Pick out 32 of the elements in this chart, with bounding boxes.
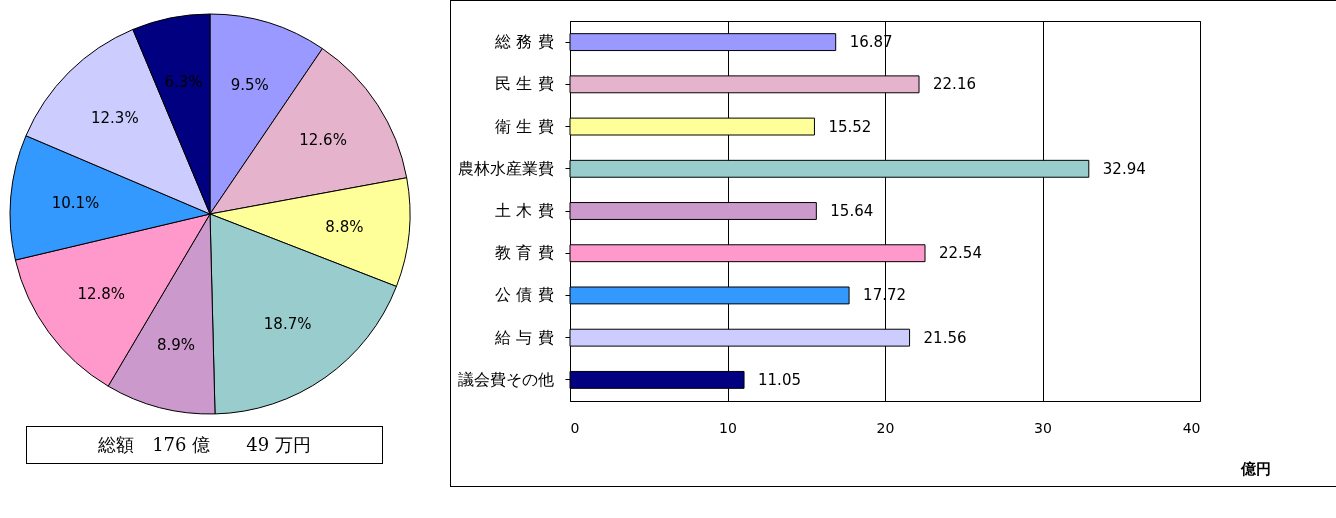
y-tick-label: 農林水産業費 — [457, 158, 554, 178]
x-tick-label: 30 — [1034, 419, 1052, 436]
text: 総額 176 億 49 万円 — [26, 426, 383, 464]
data-label: 32.94 — [1102, 159, 1146, 178]
data-label: 22.16 — [933, 75, 976, 94]
data-label: 15.64 — [830, 202, 874, 220]
x-tick-label: 10 — [719, 419, 737, 436]
y-tick-label: 公 債 費 — [495, 285, 554, 305]
y-tick-label: 総 務 費 — [494, 32, 554, 52]
data-label: 8.9% — [156, 335, 196, 354]
x-tick-label: 0 — [570, 419, 580, 436]
y-tick-label: 議会費その他 — [457, 369, 554, 389]
y-tick-label: 衛 生 費 — [495, 116, 554, 136]
data-label: 18.7% — [263, 315, 312, 334]
y-tick-label: 土 木 費 — [495, 201, 554, 220]
y-tick-label: 民 生 費 — [495, 74, 554, 94]
data-label: 21.56 — [923, 328, 967, 347]
data-label: 6.3% — [164, 72, 203, 91]
data-label: 11.05 — [758, 370, 801, 389]
y-tick-label: 教 育 費 — [495, 243, 554, 263]
data-label: 12.3% — [91, 109, 139, 128]
data-label: 15.52 — [828, 117, 872, 136]
x-tick-label: 40 — [1182, 419, 1201, 436]
data-label: 12.6% — [299, 131, 347, 150]
x-tick-label: 20 — [876, 419, 895, 436]
data-label: 10.1% — [51, 193, 100, 212]
data-label: 9.5% — [230, 75, 269, 94]
x-axis-title: 億円 — [1239, 459, 1271, 478]
data-label: 22.54 — [939, 244, 982, 263]
y-tick-label: 給 与 費 — [494, 327, 554, 347]
data-label: 8.8% — [325, 217, 364, 236]
data-label: 12.8% — [77, 285, 126, 304]
